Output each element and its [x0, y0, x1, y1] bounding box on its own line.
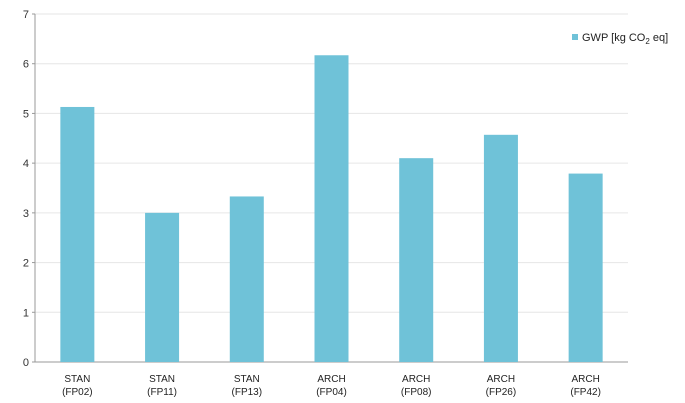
- x-tick-label-line: STAN: [149, 374, 175, 385]
- x-tick-label: STAN (FP13): [232, 374, 263, 398]
- bar: [568, 173, 603, 362]
- x-tick-label: STAN (FP02): [62, 374, 93, 398]
- legend-label-main: GWP [kg CO: [582, 32, 646, 44]
- y-tick-label: 1: [23, 307, 29, 319]
- x-tick-label-line: (FP42): [570, 387, 601, 398]
- bar: [229, 196, 264, 362]
- x-tick-label: ARCH (FP42): [570, 374, 601, 398]
- legend-swatch: [572, 34, 578, 40]
- x-tick-label-line: (FP04): [316, 387, 347, 398]
- bars: [60, 55, 603, 363]
- x-tick-label-line: STAN: [64, 374, 90, 385]
- x-tick-label-line: (FP13): [232, 387, 263, 398]
- x-tick-label-line: (FP08): [401, 387, 432, 398]
- x-tick-label: STAN (FP11): [147, 374, 177, 398]
- bar: [483, 134, 518, 362]
- legend-label-end: eq]: [650, 32, 668, 44]
- y-tick-labels: 0 1 2 3 4 5 6 7: [23, 9, 35, 369]
- x-tick-label-line: (FP11): [147, 387, 177, 398]
- y-tick-label: 3: [23, 208, 29, 220]
- bar: [145, 212, 180, 362]
- x-tick-label-line: (FP26): [486, 387, 517, 398]
- x-tick-label-line: ARCH: [317, 374, 345, 385]
- x-tick-label-line: (FP02): [62, 387, 93, 398]
- legend-label: GWP [kg CO2 eq]: [582, 32, 668, 46]
- bar: [60, 106, 95, 362]
- y-tick-label: 5: [23, 108, 29, 120]
- y-tick-label: 6: [23, 59, 29, 71]
- legend: GWP [kg CO2 eq]: [572, 32, 668, 46]
- x-tick-label: ARCH (FP08): [401, 374, 432, 398]
- x-tick-label-line: ARCH: [571, 374, 599, 385]
- bar: [314, 55, 349, 363]
- x-tick-label: ARCH (FP26): [486, 374, 517, 398]
- y-tick-label: 0: [23, 357, 29, 369]
- x-tick-label-line: ARCH: [402, 374, 430, 385]
- y-tick-label: 7: [23, 9, 29, 21]
- x-tick-label-line: ARCH: [487, 374, 515, 385]
- bar: [399, 158, 434, 362]
- x-tick-label: ARCH (FP04): [316, 374, 347, 398]
- y-tick-label: 4: [23, 158, 29, 170]
- x-tick-labels: STAN (FP02) STAN (FP11) STAN (FP13) ARCH (FP04)…: [62, 374, 601, 398]
- y-tick-label: 2: [23, 258, 29, 270]
- x-tick-label-line: STAN: [234, 374, 260, 385]
- legend-label-subscript: 2: [645, 37, 650, 46]
